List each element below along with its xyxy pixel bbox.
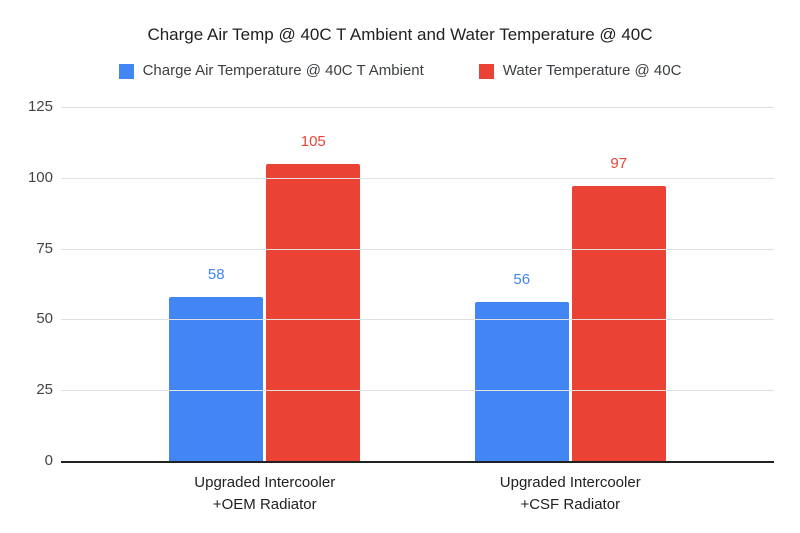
bar: 56: [474, 272, 569, 461]
gridline: [61, 249, 774, 250]
gridline: [61, 178, 774, 179]
legend-label: Water Temperature @ 40C: [502, 62, 682, 79]
bar: 97: [571, 156, 666, 461]
x-axis-label-line: Upgraded Intercooler: [194, 474, 336, 491]
x-axis-category-labels: Upgraded Intercooler +OEM Radiator Upgrade…: [112, 472, 723, 516]
bar: 105: [266, 133, 361, 461]
bar-value-label: 97: [610, 155, 628, 173]
bar-group: 56 97: [418, 107, 724, 461]
x-axis-label-line: Upgraded Intercooler: [499, 474, 641, 491]
plot-area: 58 105 56 97: [61, 107, 774, 463]
x-axis-label-line: +OEM Radiator: [212, 496, 317, 513]
bar-value-label: 58: [207, 265, 225, 283]
gridline: [61, 107, 774, 108]
legend-swatch-icon: [118, 63, 134, 79]
y-axis-tick-labels: 0 25 50 75 100 125: [0, 99, 53, 469]
y-axis-tick-label: 75: [36, 240, 53, 257]
legend-label: Charge Air Temperature @ 40C T Ambient: [142, 62, 424, 79]
x-axis-category-label: Upgraded Intercooler +OEM Radiator: [112, 472, 418, 516]
legend-item: Water Temperature @ 40C: [478, 62, 682, 79]
legend-swatch-icon: [478, 63, 494, 79]
bar-value-label: 56: [513, 271, 531, 289]
bar-groups: 58 105 56 97: [112, 107, 723, 461]
legend: Charge Air Temperature @ 40C T Ambient Wa…: [0, 63, 800, 79]
x-axis-label-line: +CSF Radiator: [520, 496, 621, 513]
y-axis-tick-label: 125: [27, 98, 53, 115]
chart-title: Charge Air Temp @ 40C T Ambient and Wate…: [147, 25, 653, 44]
y-axis-tick-label: 50: [36, 310, 53, 327]
y-axis-tick-label: 100: [27, 169, 53, 186]
y-axis-tick-label: 25: [36, 381, 53, 398]
legend-item: Charge Air Temperature @ 40C T Ambient: [118, 62, 424, 79]
x-axis-category-label: Upgraded Intercooler +CSF Radiator: [418, 472, 724, 516]
bar-group: 58 105: [112, 107, 418, 461]
bar-value-label: 105: [300, 132, 326, 150]
bar: 58: [169, 266, 264, 461]
gridline: [61, 319, 774, 320]
y-axis-tick-label: 0: [44, 452, 53, 469]
gridline: [61, 390, 774, 391]
